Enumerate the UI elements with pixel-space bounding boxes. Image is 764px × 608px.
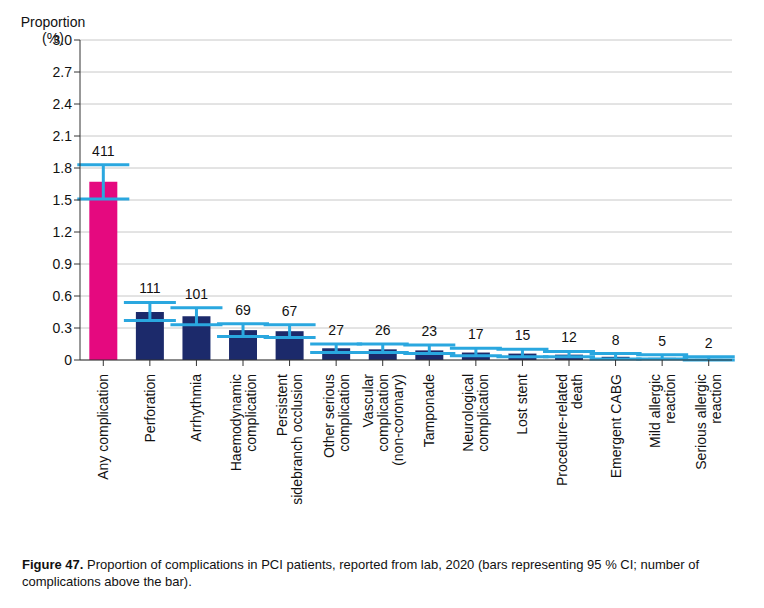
svg-text:Procedure-relateddeath: Procedure-relateddeath	[554, 374, 585, 486]
svg-text:69: 69	[235, 302, 251, 318]
svg-text:Emergent CABG: Emergent CABG	[608, 374, 624, 478]
svg-text:111: 111	[139, 280, 160, 296]
svg-text:1.2: 1.2	[53, 224, 73, 240]
svg-text:27: 27	[328, 322, 344, 338]
html-text:Figure 47. Proportion of compl: Figure 47. Proportion of complications i…	[22, 557, 700, 589]
html-text:Proportion: Proportion	[20, 14, 86, 30]
svg-text:2.4: 2.4	[53, 96, 73, 112]
svg-text:3.0: 3.0	[53, 32, 73, 48]
svg-text:101: 101	[185, 286, 209, 302]
svg-text:0.6: 0.6	[53, 288, 73, 304]
svg-text:2.1: 2.1	[53, 128, 73, 144]
svg-text:2.7: 2.7	[53, 64, 73, 80]
svg-text:5: 5	[658, 333, 666, 349]
svg-text:23: 23	[421, 323, 437, 339]
svg-text:Persistentsidebranch occlusion: Persistentsidebranch occlusion	[274, 374, 305, 505]
svg-text:67: 67	[282, 303, 298, 319]
svg-text:1.5: 1.5	[53, 192, 73, 208]
svg-text:1.8: 1.8	[53, 160, 73, 176]
svg-text:Other seriouscomplication: Other seriouscomplication	[321, 374, 352, 458]
svg-text:Mild allergicreaction: Mild allergicreaction	[647, 374, 678, 448]
svg-text:Serious allergicreaction: Serious allergicreaction	[693, 374, 724, 470]
svg-text:8: 8	[612, 332, 620, 348]
svg-text:0.9: 0.9	[53, 256, 73, 272]
svg-text:411: 411	[92, 143, 115, 159]
svg-text:Any complication: Any complication	[95, 374, 111, 480]
svg-text:0.3: 0.3	[53, 320, 73, 336]
svg-text:Arrhythmia: Arrhythmia	[188, 374, 204, 442]
svg-text:26: 26	[375, 322, 391, 338]
svg-text:Tamponade: Tamponade	[421, 374, 437, 447]
svg-text:Neurologicalcomplication: Neurologicalcomplication	[460, 374, 491, 452]
svg-text:Vascularcomplication(non-coron: Vascularcomplication(non-coronary)	[360, 374, 406, 466]
svg-text:12: 12	[561, 329, 577, 345]
svg-text:Perforation: Perforation	[142, 374, 158, 442]
svg-text:15: 15	[515, 327, 531, 343]
svg-text:17: 17	[468, 326, 484, 342]
svg-text:2: 2	[705, 335, 713, 351]
svg-text:0: 0	[64, 352, 72, 368]
svg-text:Lost stent: Lost stent	[514, 374, 530, 435]
svg-text:Haemodynamiccomplication: Haemodynamiccomplication	[228, 374, 259, 471]
